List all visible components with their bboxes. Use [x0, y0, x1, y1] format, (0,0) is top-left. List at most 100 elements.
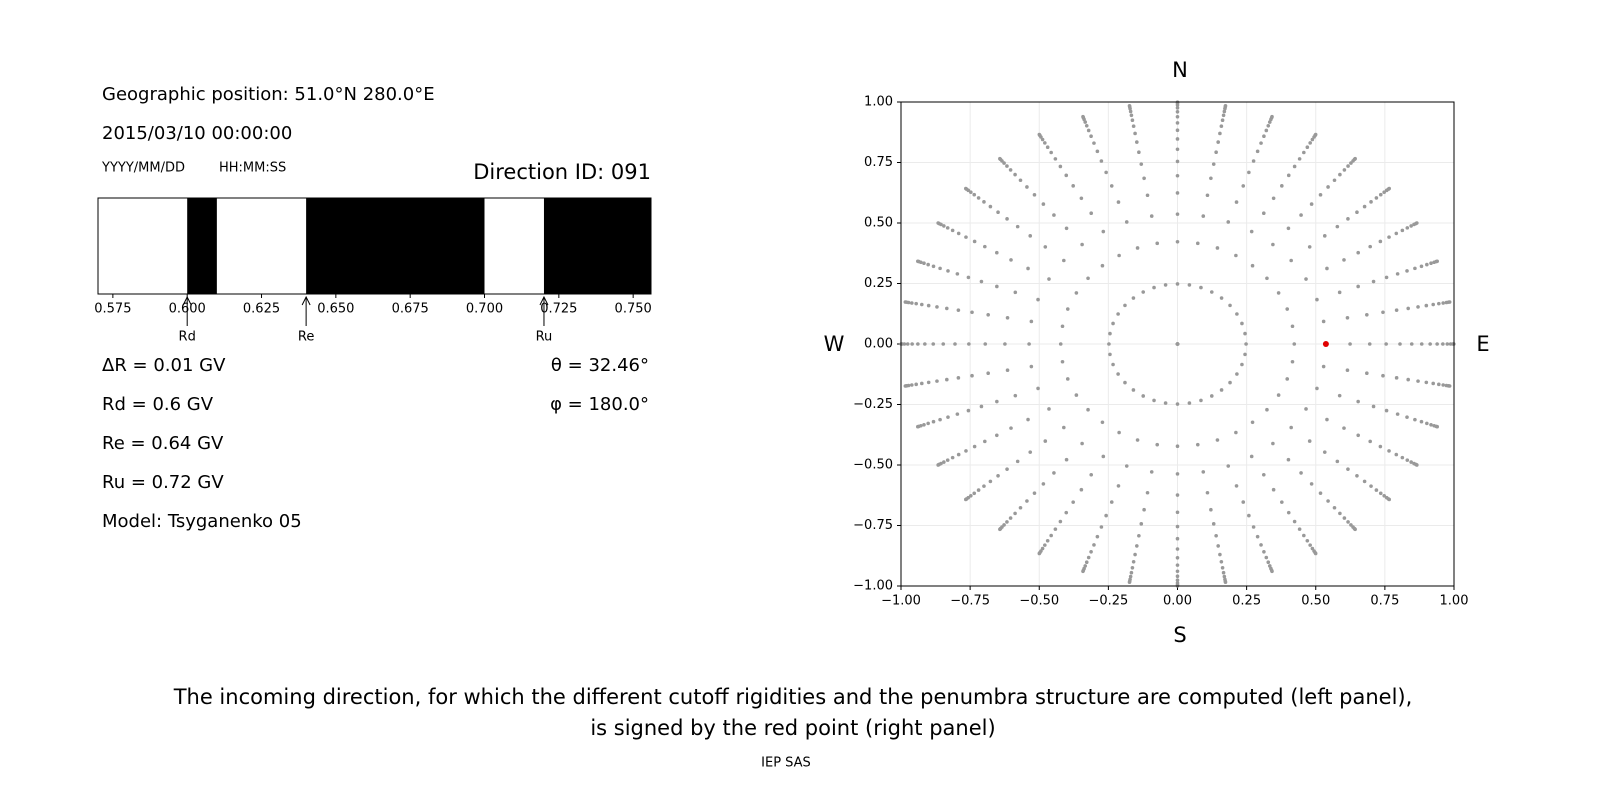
direction-point — [966, 275, 971, 280]
direction-point — [1435, 342, 1439, 346]
direction-point — [995, 399, 999, 404]
direction-point — [1100, 420, 1105, 425]
direction-point — [1064, 173, 1069, 178]
rd: Rd = 0.6 GV — [102, 394, 214, 415]
direction-point — [972, 491, 977, 496]
direction-point — [1209, 507, 1213, 512]
x-tick-label: −0.75 — [950, 594, 990, 609]
direction-point — [1009, 426, 1013, 430]
direction-point — [1309, 482, 1314, 486]
direction-point — [935, 379, 939, 383]
selected-direction — [1322, 341, 1329, 347]
direction-point — [1130, 565, 1135, 570]
direction-point — [1416, 379, 1420, 383]
direction-point — [996, 473, 1000, 478]
direction-point — [953, 342, 957, 346]
direction-point — [922, 422, 926, 427]
direction-point — [1095, 149, 1100, 154]
footer: IEP SAS — [761, 756, 811, 771]
direction-point — [1286, 510, 1291, 515]
direction-point — [1049, 150, 1053, 155]
direction-point — [1365, 312, 1369, 317]
direction-point — [1175, 555, 1180, 560]
direction-point — [1382, 190, 1386, 195]
direction-point — [1322, 234, 1327, 238]
direction-point — [946, 269, 950, 273]
direction-point — [1137, 533, 1141, 538]
direction-point — [986, 312, 990, 317]
direction-point — [1406, 377, 1410, 382]
direction-point — [1270, 569, 1274, 574]
direction-point — [1163, 283, 1168, 287]
direction-point — [1175, 240, 1180, 244]
direction-point — [1425, 421, 1429, 426]
direction-point — [956, 452, 961, 457]
direction-point — [1175, 173, 1180, 178]
direction-point — [1053, 527, 1058, 531]
direction-point — [1313, 132, 1318, 137]
direction-point — [983, 244, 987, 249]
direction-point — [1201, 470, 1206, 474]
direction-point — [972, 192, 977, 197]
direction-point — [1240, 321, 1244, 326]
direction-point — [1286, 226, 1291, 231]
direction-point — [1387, 449, 1391, 453]
direction-point — [1321, 319, 1326, 324]
direction-point — [1280, 184, 1284, 188]
direction-point — [1152, 398, 1156, 403]
direction-point — [1266, 560, 1271, 565]
direction-point — [1135, 544, 1139, 548]
direction-point — [1302, 533, 1306, 538]
direction-point — [1008, 516, 1013, 520]
direction-point — [1338, 511, 1342, 516]
direction-point — [1276, 393, 1281, 397]
direction-point — [1290, 359, 1295, 364]
direction-point — [1155, 241, 1160, 246]
direction-point — [1249, 229, 1254, 234]
direction-point — [1271, 196, 1276, 201]
direction-point — [1123, 380, 1127, 385]
direction-point — [1378, 491, 1383, 496]
direction-point — [914, 301, 918, 306]
theta-label: θ = 32.46° — [551, 355, 649, 376]
direction-point — [1099, 159, 1104, 163]
direction-point — [1131, 296, 1136, 300]
direction-point — [1081, 114, 1085, 119]
south-label: S — [1173, 623, 1186, 647]
direction-point — [931, 264, 936, 269]
direction-point — [936, 221, 940, 225]
direction-point — [1025, 499, 1029, 503]
direction-point — [1241, 184, 1246, 188]
direction-point — [1356, 250, 1360, 255]
direction-point — [1441, 383, 1445, 387]
direction-point — [1131, 124, 1136, 129]
direction-point — [1117, 253, 1121, 258]
model: Model: Tsyganenko 05 — [102, 511, 302, 532]
direction-point — [1304, 277, 1308, 281]
direction-point — [1395, 412, 1400, 416]
x-tick-label: 0.725 — [540, 302, 577, 317]
direction-point — [1135, 140, 1139, 144]
direction-point — [1387, 186, 1392, 191]
direction-point — [1362, 479, 1367, 484]
direction-point — [942, 460, 946, 464]
direction-point — [1043, 439, 1048, 443]
direction-point — [1346, 217, 1350, 221]
direction-point — [969, 493, 973, 498]
direction-point — [1175, 128, 1180, 133]
direction-point — [1108, 352, 1112, 357]
direction-point — [1124, 220, 1129, 224]
direction-point — [1342, 516, 1347, 520]
direction-point — [1137, 150, 1141, 155]
date-format: YYYY/MM/DD — [101, 161, 185, 176]
direction-point — [1209, 290, 1214, 294]
direction-point — [926, 303, 931, 308]
direction-point — [1222, 109, 1227, 114]
direction-point — [1405, 458, 1410, 462]
direction-point — [945, 226, 950, 230]
direction-point — [1100, 263, 1105, 268]
direction-point — [910, 383, 914, 387]
direction-point — [1064, 226, 1069, 231]
direction-point — [1095, 534, 1100, 539]
direction-point — [1394, 452, 1399, 457]
